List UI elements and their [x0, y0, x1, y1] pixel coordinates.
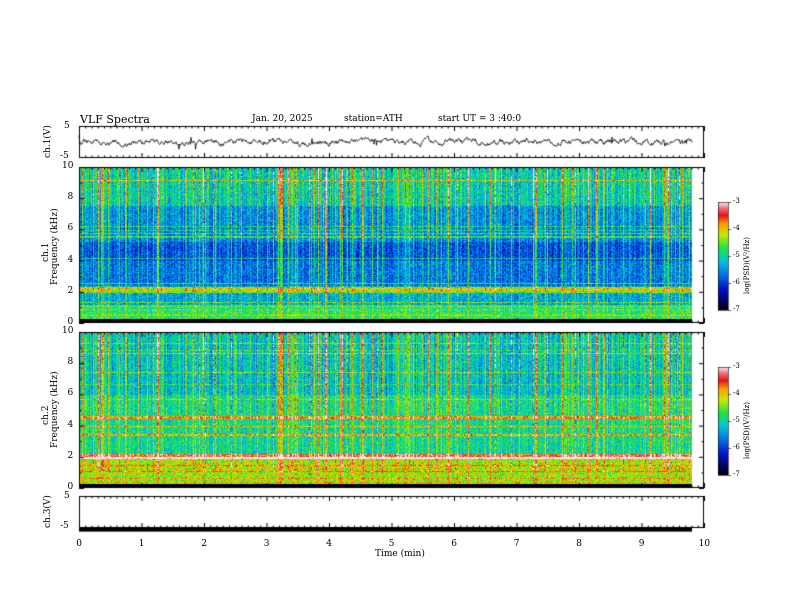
x-tick-3: 3: [263, 539, 270, 549]
x-tick-4: 4: [326, 539, 333, 549]
ch2-spec-ytick-8: 8: [67, 357, 74, 368]
x-tick-9: 9: [638, 539, 645, 549]
station-label: station=ATH: [344, 114, 403, 124]
date-label: Jan. 20, 2025: [252, 114, 313, 124]
ch1-colorbar-tick-neg4: -4: [733, 224, 740, 232]
ch2-spec-ytick-0: 0: [67, 482, 74, 492]
start-ut-label: start UT = 3 :40:0: [438, 114, 522, 124]
ch1-colorbar-tick-neg5: -5: [733, 251, 740, 259]
ch2-colorbar-label: log(PSD)(V²/Hz): [743, 402, 751, 459]
ch1-spec-ytick-2: 2: [67, 285, 74, 296]
ch1-waveform-ylabel: ch.1(V): [43, 125, 53, 158]
ch1-ytick-bottom: -5: [60, 151, 69, 161]
x-tick-8: 8: [576, 539, 583, 549]
ch1-colorbar-tick-neg6: -6: [733, 278, 740, 286]
ch2-spec-ytick-6: 6: [67, 388, 74, 399]
ch1-colorbar-label: log(PSD)(V²/Hz): [743, 237, 751, 294]
ch1-ytick-top: 5: [64, 121, 70, 131]
ch2-colorbar-tick-neg3: -3: [733, 362, 740, 370]
ch2-colorbar-tick-neg5: -5: [733, 416, 740, 424]
ch3-ytick-bottom: -5: [60, 521, 69, 531]
x-axis-label: Time (min): [375, 549, 425, 559]
ch1-spec-ytick-10: 10: [62, 161, 74, 171]
ch3-ytick-top: 5: [64, 491, 70, 501]
ch1-colorbar-tick-neg7: -7: [733, 305, 740, 313]
ch1-spec-ytick-0: 0: [67, 317, 74, 327]
x-tick-7: 7: [513, 539, 520, 549]
ch2-colorbar-tick-neg6: -6: [733, 443, 740, 451]
ch1-colorbar-tick-neg3: -3: [733, 197, 740, 205]
ch2-spec-ytick-4: 4: [67, 419, 74, 430]
ch2-colorbar-tick-neg4: -4: [733, 389, 740, 397]
ch3-waveform-ylabel: ch.3(V): [43, 495, 53, 528]
x-tick-5: 5: [388, 539, 395, 549]
ch1-spec-ytick-8: 8: [67, 192, 74, 203]
x-tick-2: 2: [201, 539, 208, 549]
x-tick-6: 6: [451, 539, 458, 549]
ch1-spec-ytick-4: 4: [67, 254, 74, 265]
ch1-spec-ytick-6: 6: [67, 223, 74, 234]
ch2-spec-ytick-2: 2: [67, 450, 74, 461]
x-tick-0: 0: [76, 539, 83, 549]
chart-title: VLF Spectra: [80, 113, 150, 126]
x-tick-1: 1: [138, 539, 145, 549]
x-tick-10: 10: [698, 539, 711, 549]
ch2-spec-ylabel-line2: Frequency (kHz): [50, 371, 60, 448]
ch1-spec-ylabel-line2: Frequency (kHz): [50, 208, 60, 285]
ch2-spec-ytick-10: 10: [62, 326, 74, 336]
ch2-colorbar-tick-neg7: -7: [733, 470, 740, 478]
